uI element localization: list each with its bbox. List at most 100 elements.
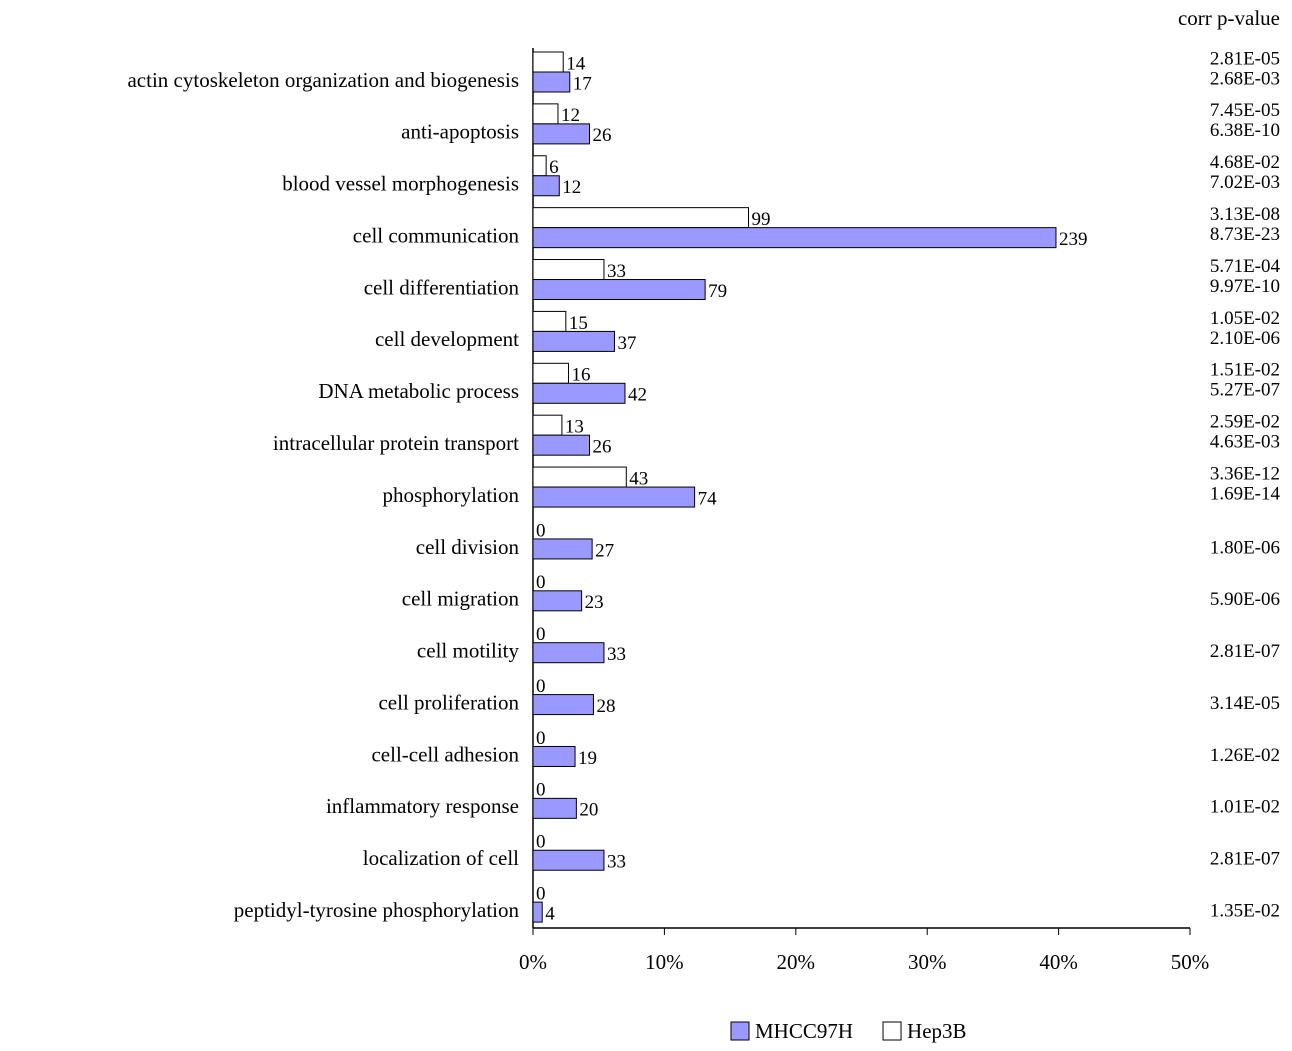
p-value: 5.27E-07 xyxy=(1210,380,1280,401)
bar xyxy=(532,362,569,384)
bar xyxy=(532,175,560,197)
p-value: 2.81E-07 xyxy=(1210,849,1280,870)
data-label: 79 xyxy=(708,281,727,302)
data-label: 14 xyxy=(566,53,586,74)
data-label: 99 xyxy=(751,209,770,230)
p-value: 1.80E-06 xyxy=(1210,537,1280,558)
bar xyxy=(532,745,576,767)
bar xyxy=(532,227,1057,249)
bar xyxy=(532,279,706,301)
p-value: 2.10E-06 xyxy=(1210,328,1280,349)
legend-swatch xyxy=(730,1021,750,1041)
data-label: 0 xyxy=(536,883,546,904)
y-tick-label: cell development xyxy=(375,327,519,351)
p-value: 8.73E-23 xyxy=(1210,224,1280,245)
y-tick-label: intracellular protein transport xyxy=(273,431,519,455)
data-label: 16 xyxy=(571,365,590,386)
p-value: 3.36E-12 xyxy=(1210,463,1280,484)
p-value: 4.68E-02 xyxy=(1210,152,1280,173)
data-label: 20 xyxy=(579,800,598,821)
bar xyxy=(532,207,749,229)
data-label: 26 xyxy=(593,437,612,458)
data-label: 43 xyxy=(629,468,648,489)
bar xyxy=(532,382,626,404)
bar xyxy=(532,414,563,436)
p-value: 9.97E-10 xyxy=(1210,276,1280,297)
data-label: 42 xyxy=(628,385,647,406)
bar xyxy=(532,466,627,488)
y-tick-label: cell migration xyxy=(402,587,520,611)
bar xyxy=(532,310,567,332)
data-label: 0 xyxy=(536,624,546,645)
bar xyxy=(532,694,594,716)
x-tick-label: 10% xyxy=(645,950,684,974)
bar xyxy=(532,434,591,456)
y-tick-label: blood vessel morphogenesis xyxy=(282,172,519,196)
p-value: 2.59E-02 xyxy=(1210,412,1280,433)
y-tick-label: DNA metabolic process xyxy=(318,379,519,403)
legend-label: Hep3B xyxy=(907,1019,967,1043)
data-label: 23 xyxy=(585,592,604,613)
y-tick-label: cell proliferation xyxy=(378,690,519,714)
p-value: 3.14E-05 xyxy=(1210,693,1280,714)
bar xyxy=(532,849,605,871)
y-tick-label: localization of cell xyxy=(363,846,519,870)
x-tick-label: 50% xyxy=(1171,950,1210,974)
p-value: 5.90E-06 xyxy=(1210,589,1280,610)
legend-swatch xyxy=(882,1021,902,1041)
data-label: 6 xyxy=(549,157,559,178)
data-label: 0 xyxy=(536,728,546,749)
data-label: 13 xyxy=(565,417,584,438)
bar xyxy=(532,590,583,612)
bar xyxy=(532,51,564,73)
p-value: 1.69E-14 xyxy=(1210,483,1281,504)
p-value: 4.63E-03 xyxy=(1210,432,1280,453)
data-label: 27 xyxy=(595,540,614,561)
p-value: 5.71E-04 xyxy=(1210,256,1281,277)
data-label: 17 xyxy=(573,73,592,94)
data-label: 0 xyxy=(536,572,546,593)
data-label: 0 xyxy=(536,676,546,697)
data-label: 0 xyxy=(536,520,546,541)
data-label: 74 xyxy=(698,488,718,509)
bar xyxy=(532,259,605,281)
data-label: 12 xyxy=(561,105,580,126)
bar xyxy=(532,155,547,177)
p-value: 1.35E-02 xyxy=(1210,900,1280,921)
x-tick-label: 0% xyxy=(519,950,547,974)
data-label: 0 xyxy=(536,832,546,853)
y-tick-label: actin cytoskeleton organization and biog… xyxy=(127,68,519,92)
legend-label: MHCC97H xyxy=(755,1019,853,1043)
p-value: 1.01E-02 xyxy=(1210,797,1280,818)
y-tick-label: cell communication xyxy=(353,223,520,247)
p-value: 1.51E-02 xyxy=(1210,360,1280,381)
data-label: 26 xyxy=(593,125,612,146)
axis-title: corr p-value xyxy=(1178,6,1280,30)
data-label: 0 xyxy=(536,780,546,801)
data-label: 37 xyxy=(617,333,636,354)
p-value: 2.81E-05 xyxy=(1210,48,1280,69)
x-tick-label: 30% xyxy=(908,950,947,974)
bar xyxy=(532,71,571,93)
x-tick-label: 20% xyxy=(777,950,816,974)
p-value: 3.13E-08 xyxy=(1210,204,1280,225)
data-label: 12 xyxy=(562,177,581,198)
x-tick-label: 40% xyxy=(1039,950,1078,974)
data-label: 239 xyxy=(1059,229,1088,250)
y-tick-label: peptidyl-tyrosine phosphorylation xyxy=(234,898,520,922)
p-value: 2.68E-03 xyxy=(1210,68,1280,89)
bar xyxy=(532,103,559,125)
bar xyxy=(532,123,591,145)
y-tick-label: cell-cell adhesion xyxy=(371,742,519,766)
bar xyxy=(532,538,593,560)
data-label: 33 xyxy=(607,261,626,282)
y-tick-label: anti-apoptosis xyxy=(401,120,519,144)
data-label: 33 xyxy=(607,852,626,873)
bar xyxy=(532,901,543,923)
y-tick-label: cell motility xyxy=(417,639,520,663)
p-value: 1.26E-02 xyxy=(1210,745,1280,766)
bar xyxy=(532,330,615,352)
y-tick-label: inflammatory response xyxy=(326,794,519,818)
y-tick-label: cell differentiation xyxy=(364,275,520,299)
